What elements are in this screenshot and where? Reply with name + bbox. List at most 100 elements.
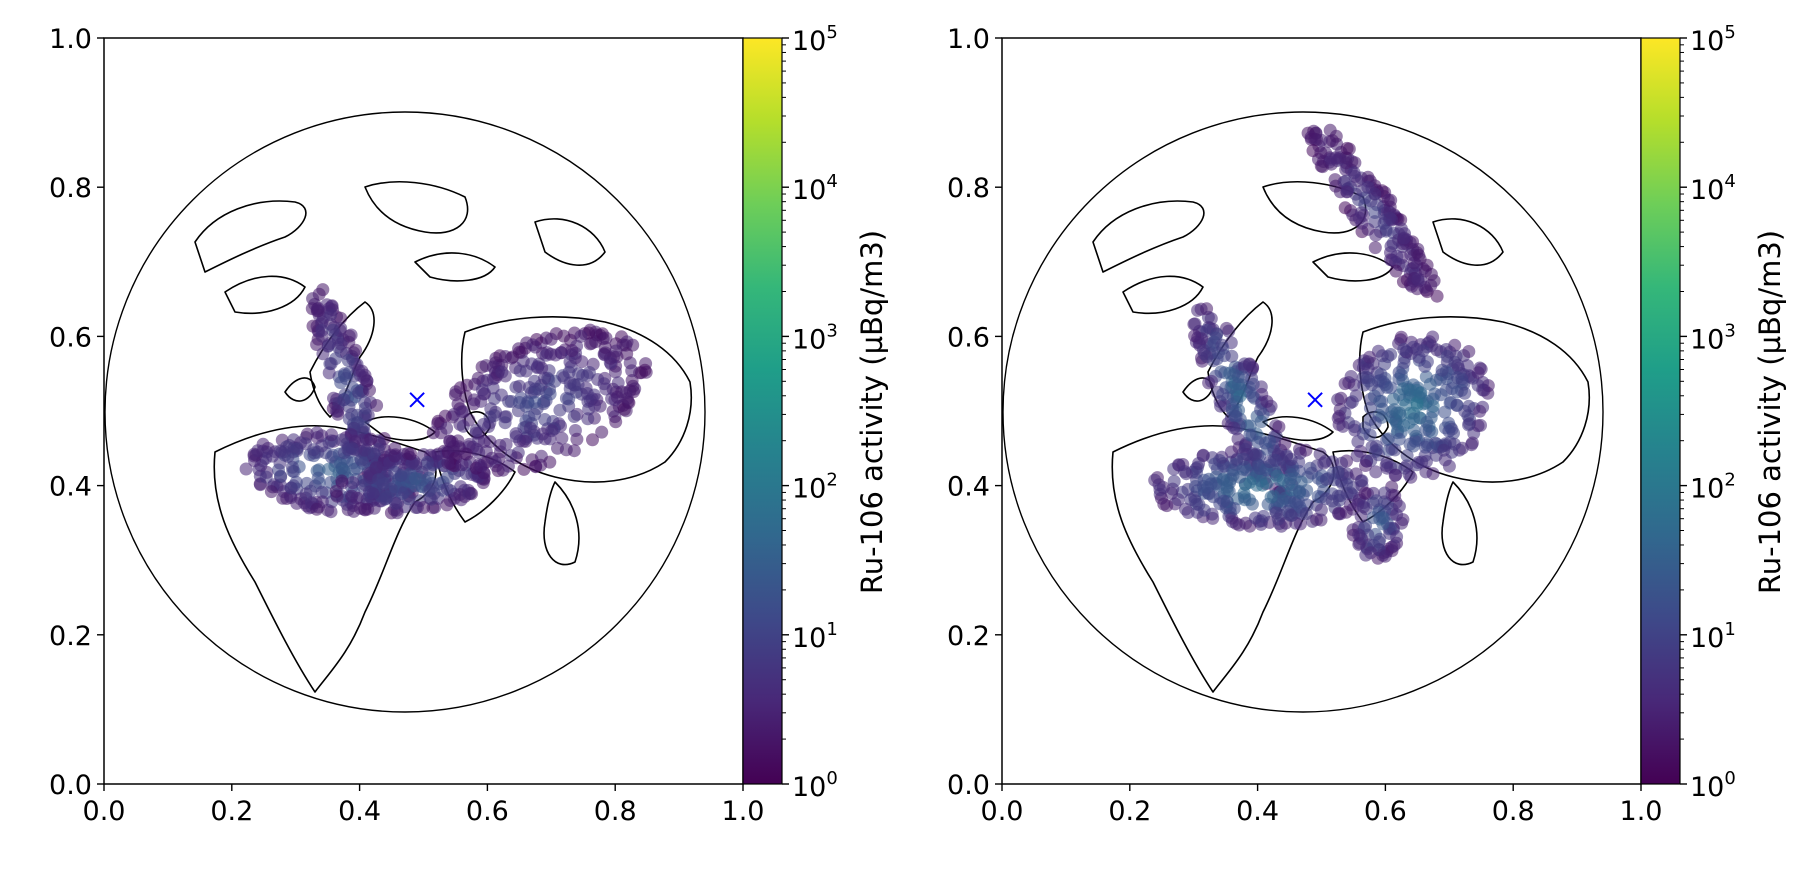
right-plume bbox=[1148, 123, 1495, 565]
right-panel: 0.0 0.2 0.4 0.6 0.8 1.0 0.0 0.2 0.4 0.6 0.8 1.0 10… bbox=[947, 22, 1787, 827]
plume-point bbox=[513, 364, 527, 378]
colorbar-tick-label: 101 bbox=[792, 619, 838, 654]
left-axes-frame bbox=[103, 37, 744, 785]
plume-point bbox=[1331, 489, 1345, 503]
plume-point bbox=[474, 459, 488, 473]
y-tick-label: 0.8 bbox=[49, 173, 92, 204]
plume-point bbox=[1380, 456, 1394, 469]
plume-point bbox=[477, 387, 491, 401]
plume-point bbox=[1217, 494, 1231, 508]
plume-point bbox=[1225, 349, 1239, 363]
plume-point bbox=[1366, 511, 1380, 525]
plume-point bbox=[595, 425, 609, 439]
plume-point bbox=[638, 363, 652, 377]
plume-point bbox=[1392, 432, 1406, 446]
plume-point bbox=[1462, 418, 1475, 432]
plume-point bbox=[1368, 206, 1382, 219]
plume-point bbox=[1303, 461, 1317, 475]
plume-point bbox=[1197, 503, 1211, 517]
plume-point bbox=[409, 472, 422, 485]
plume-point bbox=[1383, 211, 1397, 225]
plume-point bbox=[575, 355, 589, 369]
plume-point bbox=[284, 481, 298, 495]
plume-point bbox=[1216, 387, 1230, 401]
plume-point bbox=[498, 416, 512, 430]
plume-point bbox=[324, 308, 338, 322]
plume-point bbox=[1233, 470, 1246, 484]
right-colorbar: 100 101 102 103 104 105 Ru-106 activity (µBq/… bbox=[1640, 22, 1787, 803]
plume-point bbox=[1462, 345, 1476, 358]
plume-point bbox=[587, 388, 601, 402]
plume-point bbox=[341, 354, 355, 367]
plume-point bbox=[1319, 473, 1333, 486]
plume-point bbox=[440, 421, 454, 435]
y-tick-label: 0.0 bbox=[947, 770, 990, 801]
plume-point bbox=[1331, 466, 1345, 479]
plume-point bbox=[501, 459, 515, 473]
plume-point bbox=[620, 347, 634, 361]
right-x-ticks: 0.0 0.2 0.4 0.6 0.8 1.0 bbox=[981, 784, 1662, 827]
plume-point bbox=[455, 458, 469, 472]
plume-point bbox=[324, 357, 338, 371]
plume-point bbox=[423, 483, 437, 497]
plume-point bbox=[346, 476, 360, 490]
plume-point bbox=[1340, 141, 1354, 155]
y-tick-label: 0.4 bbox=[49, 472, 92, 503]
plume-point bbox=[1415, 455, 1429, 469]
plume-point bbox=[570, 432, 584, 446]
plume-point bbox=[495, 365, 509, 379]
plume-point bbox=[1404, 383, 1417, 397]
y-tick-label: 1.0 bbox=[947, 24, 990, 55]
plume-point bbox=[1350, 449, 1364, 463]
x-tick-label: 0.8 bbox=[1492, 796, 1535, 827]
plume-point bbox=[334, 337, 348, 351]
plume-point bbox=[1430, 289, 1444, 303]
colorbar-tick-label: 102 bbox=[1690, 470, 1736, 505]
colorbar-tick-label: 103 bbox=[792, 320, 838, 355]
plume-point bbox=[617, 402, 631, 416]
plume-point bbox=[582, 366, 596, 379]
plume-point bbox=[494, 388, 508, 402]
coastline-4 bbox=[1432, 218, 1504, 266]
x-tick-label: 0.0 bbox=[83, 796, 126, 827]
plume-point bbox=[462, 487, 476, 501]
plume-point bbox=[1319, 492, 1333, 506]
plume-point bbox=[1284, 452, 1298, 466]
plume-point bbox=[482, 420, 495, 433]
plume-point bbox=[1249, 447, 1263, 461]
plume-point bbox=[1476, 383, 1490, 397]
plume-point bbox=[568, 378, 582, 392]
plume-point bbox=[1313, 447, 1327, 461]
x-tick-label: 0.6 bbox=[1364, 796, 1407, 827]
plume-point bbox=[324, 505, 338, 519]
x-tick-label: 0.2 bbox=[1108, 796, 1151, 827]
plume-point bbox=[598, 340, 612, 354]
plume-point bbox=[335, 433, 348, 447]
left-plume bbox=[239, 283, 653, 520]
coastline-4 bbox=[534, 218, 606, 266]
left-colorbar-label: Ru-106 activity (µBq/m3) bbox=[855, 230, 889, 594]
plume-point bbox=[1220, 480, 1234, 494]
plume-point bbox=[1355, 474, 1369, 488]
plume-point bbox=[346, 442, 359, 456]
plume-point bbox=[1364, 546, 1378, 560]
plume-point bbox=[1365, 440, 1379, 454]
plume-point bbox=[409, 501, 423, 514]
plume-point bbox=[379, 492, 393, 505]
plume-point bbox=[1375, 349, 1389, 363]
plume-point bbox=[1227, 421, 1241, 435]
plume-point bbox=[528, 395, 542, 409]
plume-point bbox=[1213, 454, 1226, 467]
plume-point bbox=[1462, 399, 1476, 413]
colorbar-tick-label: 104 bbox=[792, 171, 838, 206]
plume-point bbox=[517, 462, 531, 476]
x-tick-label: 0.2 bbox=[210, 796, 253, 827]
plume-point bbox=[315, 329, 329, 343]
left-colorbar: 100 101 102 103 104 105 Ru-106 activity (µBq/… bbox=[742, 22, 889, 803]
plume-point bbox=[1363, 428, 1377, 442]
plume-point bbox=[513, 396, 526, 409]
plume-point bbox=[504, 449, 518, 463]
plume-point bbox=[352, 364, 366, 377]
plume-point bbox=[1269, 506, 1283, 520]
